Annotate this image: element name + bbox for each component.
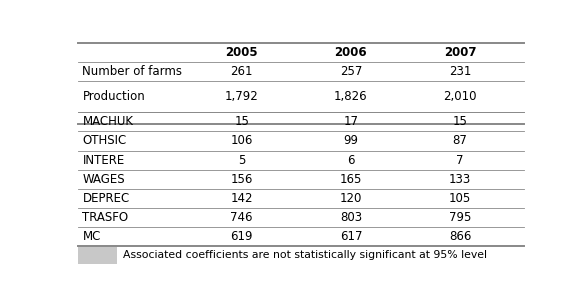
Text: 2006: 2006 [335,46,367,59]
Text: 133: 133 [449,173,471,186]
Text: 87: 87 [453,135,467,147]
Text: 231: 231 [449,65,471,78]
Text: 15: 15 [453,115,467,128]
Text: 257: 257 [340,65,362,78]
Text: MC: MC [82,230,101,243]
Text: 866: 866 [449,230,471,243]
Text: 17: 17 [343,115,359,128]
Text: 1,826: 1,826 [334,90,367,103]
Text: WAGES: WAGES [82,173,125,186]
Text: 7: 7 [456,154,464,166]
Text: TRASFO: TRASFO [82,211,129,224]
Text: 2,010: 2,010 [443,90,477,103]
Text: 617: 617 [340,230,362,243]
Text: 142: 142 [231,192,253,205]
Text: OTHSIC: OTHSIC [82,135,127,147]
Text: 156: 156 [231,173,253,186]
Text: 2005: 2005 [225,46,258,59]
Text: Production: Production [82,90,145,103]
Text: Associated coefficients are not statistically significant at 95% level: Associated coefficients are not statisti… [123,250,487,260]
Text: 261: 261 [231,65,253,78]
Text: 120: 120 [340,192,362,205]
Text: 6: 6 [347,154,355,166]
Text: 795: 795 [449,211,471,224]
Text: 803: 803 [340,211,362,224]
Text: 99: 99 [343,135,359,147]
Text: 5: 5 [238,154,245,166]
FancyBboxPatch shape [78,247,117,264]
Text: Number of farms: Number of farms [82,65,183,78]
Text: 105: 105 [449,192,471,205]
Text: MACHUK: MACHUK [82,115,133,128]
Text: 15: 15 [234,115,249,128]
Text: 106: 106 [231,135,253,147]
Text: 165: 165 [340,173,362,186]
Text: INTERE: INTERE [82,154,124,166]
Text: 746: 746 [231,211,253,224]
Text: 619: 619 [231,230,253,243]
Text: 1,792: 1,792 [225,90,258,103]
Text: DEPREC: DEPREC [82,192,130,205]
Text: 2007: 2007 [444,46,476,59]
